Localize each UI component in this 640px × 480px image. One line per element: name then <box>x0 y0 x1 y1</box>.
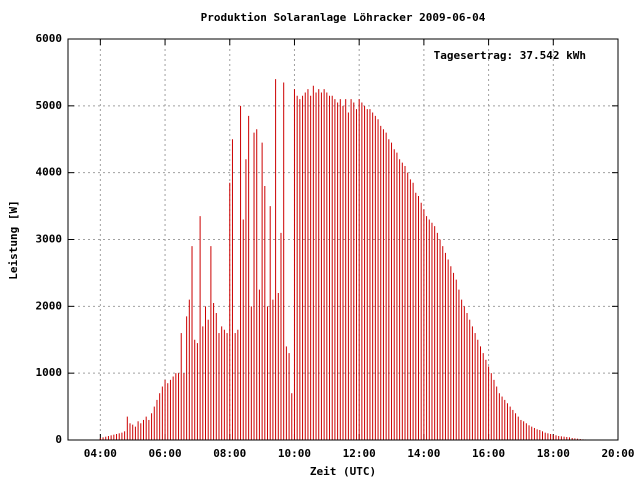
x-tick-label: 20:00 <box>601 447 634 460</box>
y-tick-label: 6000 <box>36 32 63 45</box>
x-tick-label: 08:00 <box>213 447 246 460</box>
y-axis-label: Leistung [W] <box>7 200 20 279</box>
x-tick-label: 14:00 <box>407 447 440 460</box>
y-tick-label: 4000 <box>36 166 63 179</box>
annotation: Tagesertrag: 37.542 kWh <box>434 49 586 62</box>
y-tick-label: 5000 <box>36 99 63 112</box>
chart-title: Produktion Solaranlage Löhracker 2009-06… <box>201 11 486 24</box>
x-tick-label: 12:00 <box>343 447 376 460</box>
x-tick-label: 06:00 <box>148 447 181 460</box>
y-tick-label: 1000 <box>36 366 63 379</box>
y-tick-label: 2000 <box>36 299 63 312</box>
x-tick-label: 18:00 <box>537 447 570 460</box>
x-tick-label: 10:00 <box>278 447 311 460</box>
x-tick-label: 16:00 <box>472 447 505 460</box>
x-axis-label: Zeit (UTC) <box>310 465 376 478</box>
plot-frame <box>67 38 619 441</box>
y-tick-label: 3000 <box>36 233 63 246</box>
x-tick-label: 04:00 <box>84 447 117 460</box>
y-tick-label: 0 <box>55 433 62 446</box>
